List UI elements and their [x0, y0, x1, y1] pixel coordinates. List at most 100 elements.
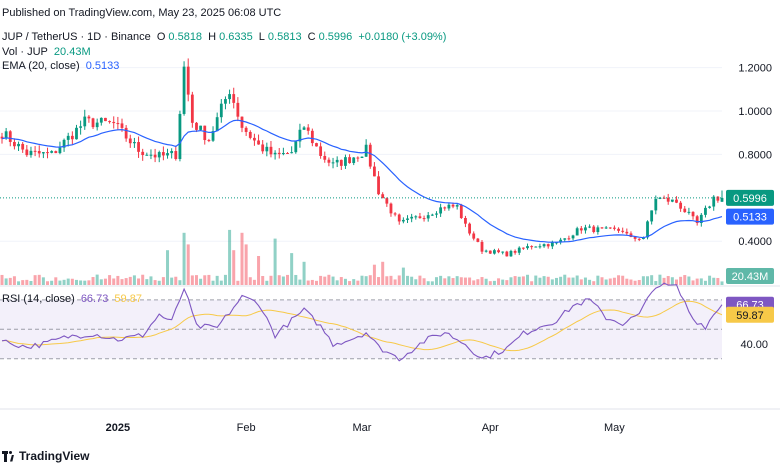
candle-down — [54, 150, 58, 154]
volume-bar — [190, 275, 194, 285]
volume-bar — [397, 275, 401, 285]
candle-up — [224, 96, 227, 110]
candle-body — [373, 166, 376, 177]
candle-body — [666, 197, 670, 202]
candle-body — [199, 125, 203, 130]
candle-up — [290, 146, 294, 154]
volume-bar — [240, 232, 244, 285]
candle-down — [137, 136, 140, 158]
volume-bar — [157, 280, 161, 285]
ema-label[interactable]: EMA (20, close) — [2, 60, 80, 72]
volume-label[interactable]: Vol · JUP — [2, 46, 48, 58]
candle-body — [319, 146, 323, 156]
volume-bar — [571, 277, 575, 285]
ema-line — [1, 119, 723, 243]
candle-body — [298, 129, 302, 142]
symbol-name[interactable]: JUP / TetherUS · 1D · Binance — [2, 31, 151, 43]
candle-up — [517, 246, 521, 256]
candle-body — [37, 151, 41, 154]
volume-bar — [414, 279, 418, 285]
candle-body — [244, 127, 248, 132]
candle-body — [306, 127, 310, 131]
volume-bar — [621, 275, 625, 285]
candle-up — [526, 243, 529, 250]
volume-bar — [352, 279, 356, 285]
volume-bar — [12, 276, 16, 285]
candle-body — [646, 221, 649, 238]
volume-bar — [426, 281, 430, 285]
candle-up — [426, 212, 430, 222]
candle-body — [286, 153, 289, 155]
candle-body — [133, 142, 136, 144]
candle-down — [112, 116, 116, 129]
candle-down — [377, 171, 380, 196]
candle-body — [443, 207, 447, 209]
candle-body — [633, 236, 637, 239]
high-value: 0.6335 — [219, 31, 253, 43]
candle-body — [579, 228, 583, 231]
candle-body — [575, 228, 579, 236]
candle-up — [559, 237, 563, 245]
volume-bar — [343, 278, 347, 285]
candle-body — [459, 205, 463, 219]
candle-up — [414, 215, 418, 220]
volume-bar — [248, 277, 252, 285]
candle-body — [17, 143, 20, 147]
candle-down — [348, 154, 351, 164]
volume-bar — [666, 276, 670, 285]
candle-down — [625, 228, 629, 236]
candle-body — [79, 126, 83, 128]
candle-body — [720, 197, 724, 202]
candle-up — [133, 137, 136, 148]
candle-body — [716, 196, 720, 201]
candle-down — [695, 214, 699, 226]
volume-bar — [505, 280, 509, 285]
candle-body — [430, 214, 434, 216]
candle-body — [484, 250, 488, 252]
candle-body — [75, 127, 78, 140]
candle-body — [468, 223, 471, 234]
candle-body — [174, 151, 178, 159]
volume-bar — [17, 281, 21, 285]
candle-body — [675, 199, 678, 203]
candle-down — [633, 236, 637, 242]
volume-bar — [302, 261, 306, 285]
volume-bar — [406, 275, 410, 285]
candle-body — [335, 159, 339, 163]
candle-up — [66, 132, 70, 147]
volume-bar — [534, 275, 538, 285]
candle-body — [145, 154, 149, 156]
candle-body — [534, 246, 538, 248]
candle-down — [468, 222, 471, 236]
volume-bar — [83, 280, 87, 285]
volume-bar — [21, 280, 25, 285]
candle-body — [87, 116, 91, 119]
candle-body — [58, 147, 62, 154]
candle-up — [447, 203, 451, 211]
rsi-label[interactable]: RSI (14, close) — [2, 293, 75, 305]
candle-down — [33, 146, 37, 157]
candle-body — [683, 208, 687, 213]
candle-body — [310, 130, 314, 144]
candle-down — [248, 130, 252, 140]
rsi-legend: RSI (14, close) 66.73 59.87 — [2, 293, 145, 305]
candle-body — [613, 227, 616, 229]
candle-body — [704, 207, 707, 215]
candle-up — [83, 109, 87, 130]
candle-body — [521, 247, 525, 249]
volume-bar — [521, 276, 525, 285]
volume-bar — [447, 276, 451, 285]
close-label: C — [307, 31, 316, 43]
candle-body — [257, 140, 260, 145]
candle-up — [704, 205, 707, 218]
tradingview-logo[interactable]: TradingView — [2, 449, 89, 463]
volume-bar — [50, 280, 54, 285]
volume-bar — [103, 278, 107, 285]
candle-body — [414, 216, 418, 218]
volume-bar — [625, 278, 629, 285]
volume-bar — [434, 277, 438, 285]
volume-bar — [54, 277, 58, 285]
candle-up — [302, 126, 306, 130]
volume-bar — [286, 274, 290, 285]
